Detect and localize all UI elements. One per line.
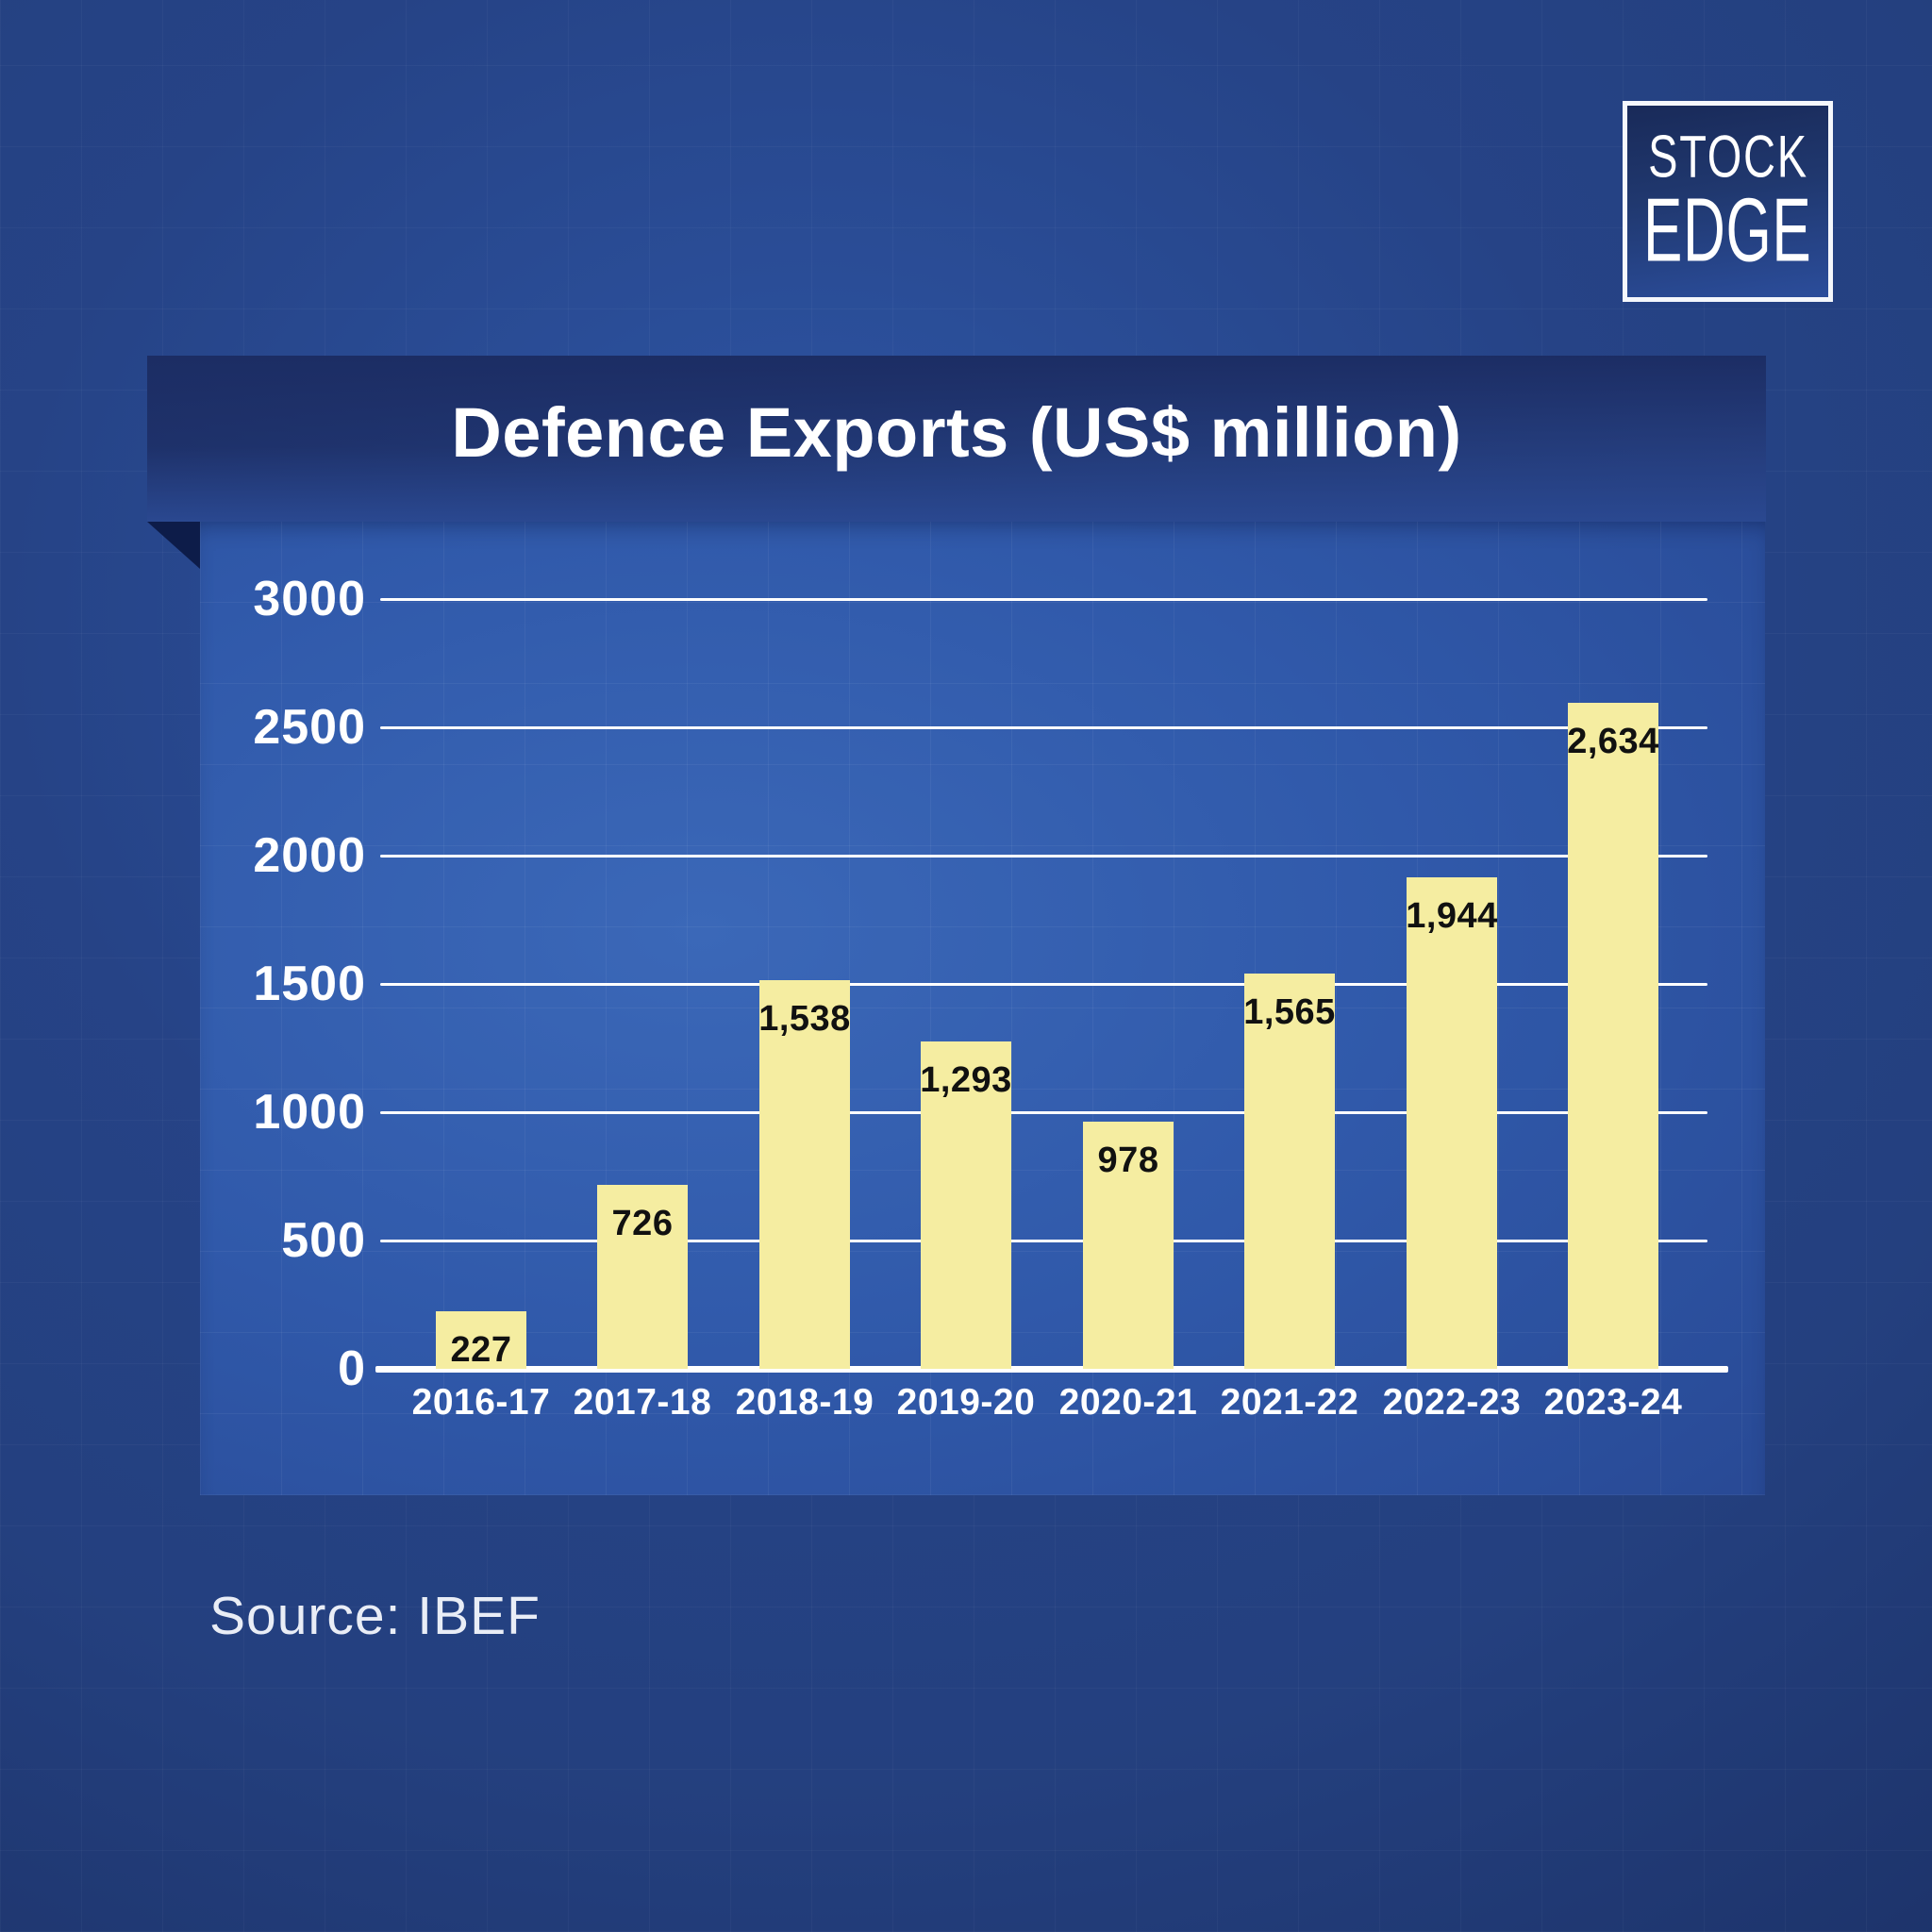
y-tick-label-1000: 1000 bbox=[253, 1085, 366, 1140]
bar-value-label: 1,944 bbox=[1406, 896, 1498, 936]
bar-value-label: 1,293 bbox=[920, 1060, 1012, 1100]
gridline-500 bbox=[380, 1240, 1707, 1242]
y-tick-label-500: 500 bbox=[281, 1213, 366, 1268]
gridline-2500 bbox=[380, 726, 1707, 729]
y-tick-label-1500: 1500 bbox=[253, 957, 366, 1011]
bar-2017-18: 726 bbox=[597, 1185, 688, 1369]
source-text: Source: IBEF bbox=[209, 1586, 541, 1646]
x-tick-label-2022-23: 2022-23 bbox=[1382, 1382, 1522, 1423]
gridline-1500 bbox=[380, 983, 1707, 986]
bar-value-label: 2,634 bbox=[1567, 722, 1659, 761]
bar-value-label: 1,565 bbox=[1243, 992, 1336, 1032]
bar-2020-21: 978 bbox=[1083, 1122, 1174, 1369]
gridline-2000 bbox=[380, 855, 1707, 858]
x-tick-label-2021-22: 2021-22 bbox=[1220, 1382, 1359, 1423]
bar-2019-20: 1,293 bbox=[920, 1041, 1011, 1369]
logo-text-stock: STOCK bbox=[1647, 122, 1808, 190]
x-axis-line bbox=[375, 1366, 1728, 1373]
y-tick-label-2000: 2000 bbox=[253, 828, 366, 883]
chart-title: Defence Exports (US$ million) bbox=[451, 392, 1462, 472]
stockedge-logo: STOCK EDGE bbox=[1623, 101, 1833, 302]
y-tick-label-2500: 2500 bbox=[253, 700, 366, 755]
bar-2022-23: 1,944 bbox=[1406, 877, 1497, 1369]
ribbon-fold bbox=[147, 522, 200, 569]
x-tick-label-2020-21: 2020-21 bbox=[1058, 1382, 1198, 1423]
logo-text-edge: EDGE bbox=[1643, 178, 1812, 280]
bar-value-label: 726 bbox=[611, 1204, 674, 1243]
bar-2016-17: 227 bbox=[436, 1311, 526, 1370]
bar-value-label: 227 bbox=[450, 1330, 512, 1370]
x-tick-label-2018-19: 2018-19 bbox=[735, 1382, 874, 1423]
x-tick-label-2017-18: 2017-18 bbox=[573, 1382, 712, 1423]
chart-panel: 3000 2500 2000 1500 1000 500 0 227 2016-17 726 201… bbox=[200, 522, 1765, 1495]
x-tick-label-2023-24: 2023-24 bbox=[1543, 1382, 1683, 1423]
x-tick-label-2019-20: 2019-20 bbox=[896, 1382, 1036, 1423]
y-tick-label-3000: 3000 bbox=[253, 572, 366, 626]
bar-2023-24: 2,634 bbox=[1567, 703, 1658, 1369]
y-tick-label-0: 0 bbox=[338, 1341, 366, 1396]
bar-2018-19: 1,538 bbox=[758, 980, 850, 1369]
gridline-3000 bbox=[380, 598, 1707, 601]
x-tick-label-2016-17: 2016-17 bbox=[411, 1382, 551, 1423]
bar-value-label: 1,538 bbox=[758, 999, 851, 1039]
bar-value-label: 978 bbox=[1097, 1141, 1159, 1180]
gridline-1000 bbox=[380, 1111, 1707, 1114]
title-band: Defence Exports (US$ million) bbox=[147, 356, 1766, 522]
bar-2021-22: 1,565 bbox=[1243, 974, 1335, 1369]
